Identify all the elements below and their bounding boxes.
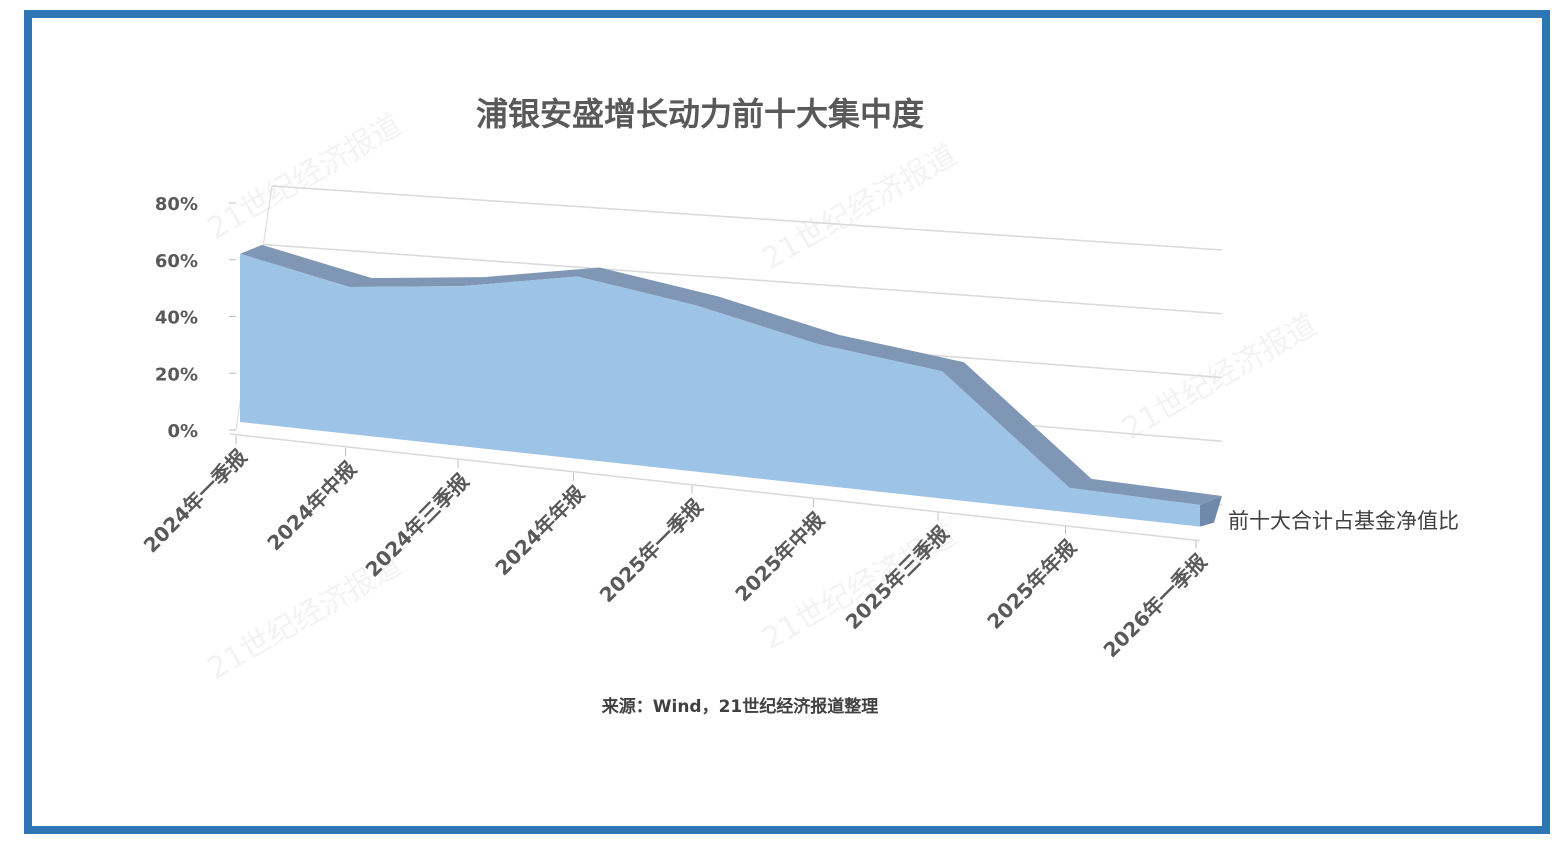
- chart-title: 浦银安盛增长动力前十大集中度: [476, 95, 924, 133]
- grid-line: [271, 185, 1223, 251]
- source-note: 来源：Wind，21世纪经济报道整理: [601, 696, 879, 717]
- x-tick-label: 2024年三季报: [361, 469, 474, 582]
- x-tick-label: 2025年中报: [730, 508, 829, 607]
- grid-line: [263, 243, 1223, 315]
- x-tick-label: 2024年一季报: [139, 445, 252, 558]
- watermark: 21世纪经济报道: [757, 138, 963, 277]
- area-top: [240, 244, 1222, 506]
- y-tick-label: 0%: [167, 421, 198, 442]
- x-tick-label: 2025年一季报: [595, 494, 708, 607]
- y-tick-label: 40%: [155, 308, 198, 329]
- y-tick-label: 20%: [155, 364, 198, 385]
- x-tick-label: 2025年年报: [982, 535, 1081, 634]
- x-tick-label: 2026年一季报: [1099, 549, 1212, 662]
- y-tick-label: 60%: [155, 251, 198, 272]
- x-tick-label: 2024年年报: [490, 481, 589, 580]
- watermark: 21世纪经济报道: [202, 108, 408, 247]
- legend-label: 前十大合计占基金净值比: [1228, 509, 1459, 533]
- area-side: [1200, 496, 1222, 527]
- y-tick-label: 80%: [155, 194, 198, 215]
- x-tick-label: 2024年中报: [262, 457, 361, 556]
- x-axis: [229, 433, 1201, 542]
- area: [240, 253, 1200, 527]
